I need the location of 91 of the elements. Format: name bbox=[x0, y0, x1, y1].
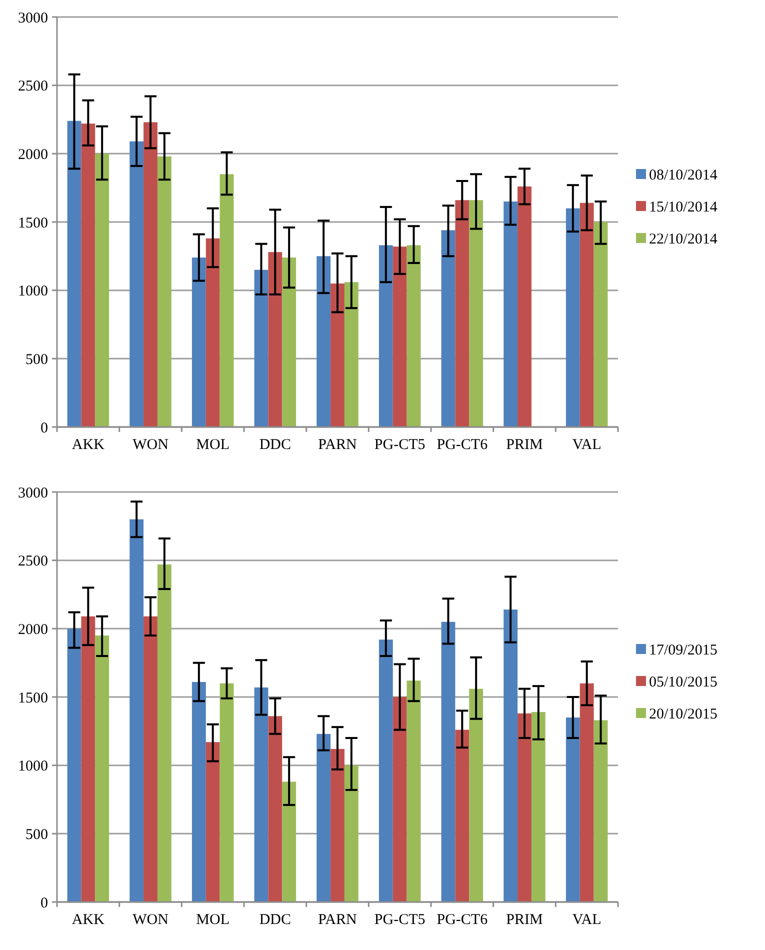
legend-label: 17/09/2015 bbox=[649, 642, 718, 658]
bar bbox=[67, 628, 82, 902]
bar bbox=[95, 636, 110, 902]
legend-label: 22/10/2014 bbox=[649, 231, 718, 248]
bar bbox=[67, 120, 82, 427]
x-tick-label: AKK bbox=[72, 912, 105, 928]
y-tick-label: 0 bbox=[40, 420, 48, 436]
bar bbox=[566, 718, 580, 902]
bar bbox=[580, 683, 594, 902]
x-tick-label: VAL bbox=[572, 912, 602, 928]
x-tick-label: PRIM bbox=[506, 912, 543, 928]
x-tick-label: AKK bbox=[72, 437, 105, 453]
bar bbox=[441, 230, 456, 427]
bar bbox=[594, 720, 608, 902]
bar bbox=[206, 742, 220, 902]
bar bbox=[455, 730, 470, 902]
x-tick-label: PARN bbox=[318, 912, 357, 928]
y-tick-label: 1000 bbox=[18, 284, 48, 300]
legend-label: 05/10/2015 bbox=[649, 674, 718, 690]
bar bbox=[455, 200, 470, 427]
y-tick-label: 2500 bbox=[18, 78, 48, 95]
bar bbox=[469, 688, 484, 902]
bar bbox=[566, 208, 580, 427]
bar bbox=[330, 284, 344, 427]
bar bbox=[392, 246, 407, 427]
y-tick-label: 2000 bbox=[18, 622, 48, 638]
x-tick-label: DDC bbox=[259, 912, 292, 928]
bar bbox=[282, 258, 296, 427]
y-tick-label: 1500 bbox=[18, 215, 48, 232]
x-tick-label: WON bbox=[132, 912, 169, 928]
bar bbox=[378, 245, 393, 427]
bar bbox=[392, 697, 407, 902]
bar bbox=[95, 154, 110, 427]
bar bbox=[157, 564, 172, 902]
bar bbox=[192, 258, 206, 427]
bar bbox=[344, 282, 358, 427]
bar bbox=[330, 748, 344, 902]
bar bbox=[144, 616, 158, 902]
bar bbox=[282, 782, 296, 902]
bar bbox=[441, 622, 456, 902]
legend-label: 15/10/2014 bbox=[649, 199, 718, 216]
bar bbox=[504, 610, 518, 902]
y-tick-label: 3000 bbox=[18, 10, 48, 26]
x-tick-label: PG-CT5 bbox=[374, 912, 426, 928]
y-tick-label: 2500 bbox=[18, 554, 48, 570]
x-tick-label: PG-CT5 bbox=[374, 437, 426, 453]
bar bbox=[580, 202, 594, 427]
bar bbox=[268, 252, 282, 427]
bar bbox=[268, 716, 282, 902]
bar bbox=[157, 156, 172, 427]
x-tick-label: WON bbox=[132, 437, 169, 453]
bar bbox=[220, 683, 234, 902]
y-tick-label: 500 bbox=[26, 826, 48, 843]
x-tick-label: VAL bbox=[572, 437, 602, 453]
bar bbox=[144, 122, 158, 427]
bar bbox=[504, 202, 518, 427]
x-tick-label: PARN bbox=[318, 437, 357, 453]
bar bbox=[206, 238, 220, 427]
x-tick-label: PRIM bbox=[506, 437, 543, 453]
x-tick-label: PG-CT6 bbox=[436, 437, 488, 453]
bar bbox=[344, 765, 358, 902]
y-tick-label: 0 bbox=[40, 895, 48, 912]
bar bbox=[594, 222, 608, 427]
bar bbox=[81, 616, 96, 902]
bar bbox=[130, 141, 144, 427]
x-tick-label: DDC bbox=[259, 437, 292, 453]
bar bbox=[254, 687, 268, 902]
bar bbox=[130, 519, 144, 902]
bar bbox=[518, 713, 532, 902]
bar bbox=[406, 245, 421, 427]
bar bbox=[254, 270, 268, 427]
x-tick-label: MOL bbox=[196, 437, 230, 453]
bar bbox=[81, 124, 96, 427]
y-tick-label: 500 bbox=[26, 352, 48, 368]
bar bbox=[469, 200, 484, 427]
y-tick-label: 1000 bbox=[18, 758, 48, 775]
y-tick-label: 3000 bbox=[18, 485, 48, 502]
bar bbox=[316, 256, 331, 427]
bar bbox=[192, 682, 206, 902]
legend-label: 08/10/2014 bbox=[649, 167, 718, 184]
legend-label: 20/10/2015 bbox=[649, 706, 718, 722]
bar bbox=[316, 734, 331, 902]
bar bbox=[531, 712, 546, 902]
bar bbox=[220, 174, 234, 427]
x-tick-label: MOL bbox=[196, 912, 230, 928]
bar bbox=[406, 680, 421, 902]
x-tick-label: PG-CT6 bbox=[436, 912, 488, 928]
bar bbox=[518, 186, 532, 427]
y-tick-label: 1500 bbox=[18, 690, 48, 706]
bar bbox=[378, 640, 393, 902]
y-tick-label: 2000 bbox=[18, 146, 48, 163]
